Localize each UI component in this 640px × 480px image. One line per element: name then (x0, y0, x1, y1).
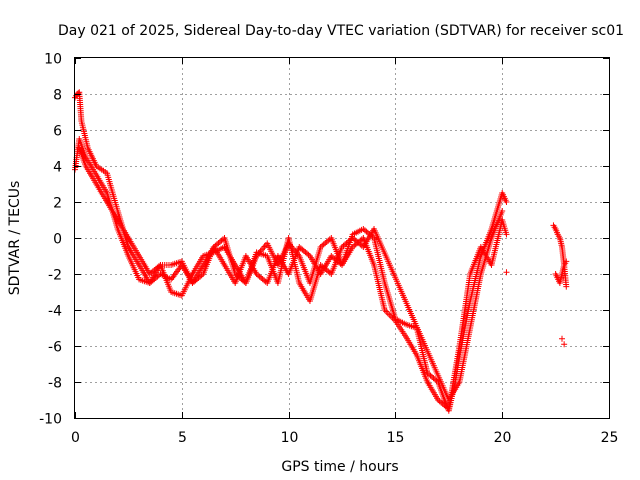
data-point (503, 199, 510, 205)
plot-frame (74, 57, 610, 419)
data-points (72, 89, 570, 414)
data-point (561, 341, 568, 348)
x-tick-label: 10 (281, 430, 299, 446)
y-tick-label: 6 (53, 124, 62, 140)
series-track-5 (552, 258, 570, 286)
y-tick-label: -10 (39, 412, 62, 428)
y-tick-label: 4 (53, 160, 62, 176)
y-tick-label: 8 (53, 88, 62, 104)
data-point (260, 245, 267, 252)
y-tick-labels: -10 -8 -6 -4 -2 0 2 4 6 8 10 (39, 52, 62, 428)
y-tick-label: 10 (44, 52, 62, 68)
x-tick-label: 15 (387, 430, 405, 446)
x-tick-label: 0 (71, 430, 80, 446)
data-point (261, 243, 268, 250)
y-tick-label: 2 (53, 196, 62, 212)
data-point (75, 90, 82, 97)
data-point (563, 283, 570, 290)
grid-lines (75, 58, 609, 418)
y-tick-label: -2 (48, 268, 62, 284)
series-track-2 (72, 136, 510, 412)
data-point (503, 269, 510, 276)
data-point (387, 313, 394, 320)
series-isolated (503, 269, 568, 348)
data-point (563, 258, 570, 265)
chart-title: Day 021 of 2025, Sidereal Day-to-day VTE… (58, 23, 624, 39)
series-track-3 (76, 145, 506, 403)
axis-ticks (75, 58, 610, 419)
x-tick-label: 5 (178, 430, 187, 446)
data-point (503, 231, 510, 238)
x-tick-label: 20 (494, 430, 512, 446)
y-tick-label: -6 (48, 340, 62, 356)
y-tick-label: -8 (48, 376, 62, 392)
y-tick-label: -4 (48, 304, 62, 320)
y-axis-label: SDTVAR / TECUs (7, 181, 23, 296)
x-axis-label: GPS time / hours (281, 459, 398, 475)
data-point (559, 335, 566, 342)
y-tick-label: 0 (53, 232, 62, 248)
data-point (499, 208, 506, 214)
x-tick-labels: 0 5 10 15 20 25 (71, 430, 618, 446)
x-tick-label: 25 (601, 430, 619, 446)
